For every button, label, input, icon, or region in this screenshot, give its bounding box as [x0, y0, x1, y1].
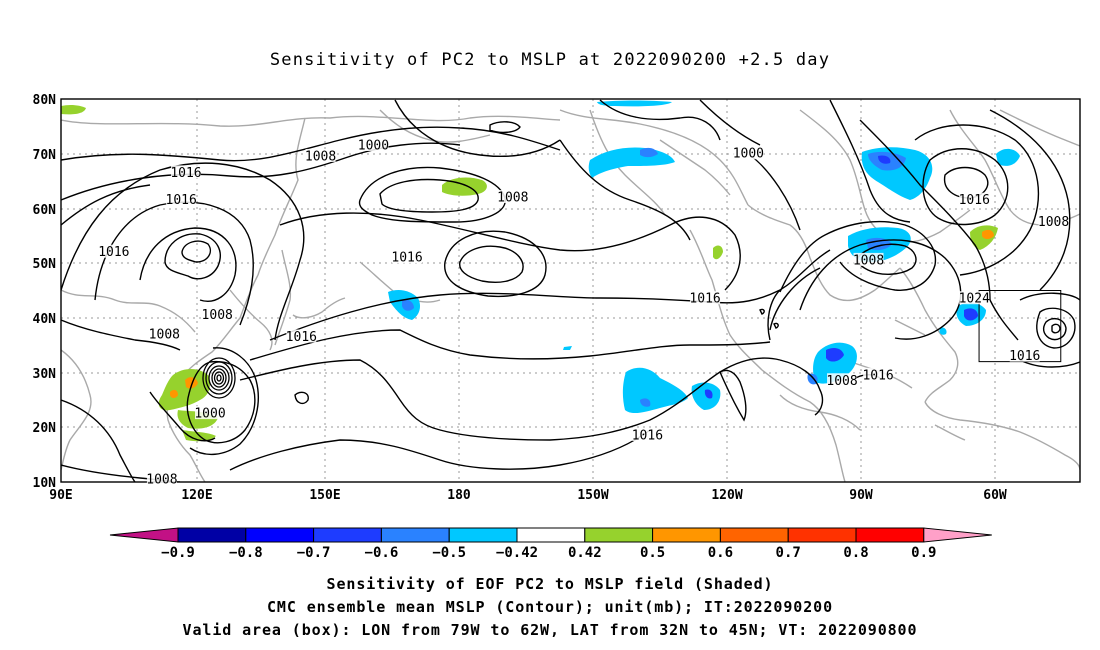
contour-label-bg [146, 471, 177, 485]
lon-label-150w: 150W [577, 488, 608, 503]
contour-label: 1016 [862, 368, 893, 383]
contour-label: 1008 [1038, 215, 1069, 230]
contour-label-bg [690, 291, 721, 305]
contour-label-bg [497, 189, 528, 203]
contour-label: 1008 [149, 327, 180, 342]
contour-label: 1016 [1009, 349, 1040, 364]
colorbar-swatch [719, 527, 789, 543]
contour-label-bg [827, 373, 858, 387]
colorbar-max-triangle [923, 527, 992, 543]
contour-label-bg [358, 138, 389, 152]
sensitivity-shading [61, 100, 1020, 442]
colorbar-tick-label: 0.6 [708, 545, 733, 561]
colorbar-tick-label: −0.5 [432, 545, 466, 561]
contour-label-bg [632, 427, 663, 441]
lat-label-40n: 40N [33, 312, 57, 327]
colorbar-swatch [516, 527, 586, 543]
mslp-contours [61, 99, 1080, 482]
colorbar-swatch [855, 527, 925, 543]
lon-label-180: 180 [447, 488, 471, 503]
contour-label: 1008 [305, 149, 336, 164]
contour-label-bg [166, 192, 197, 206]
lon-label-90e: 90E [49, 488, 72, 503]
colorbar-tick-label: −0.6 [365, 545, 399, 561]
contour-label-bg [286, 329, 317, 343]
map-title: Sensitivity of PC2 to MSLP at 2022090200… [269, 50, 831, 70]
contour-label: 1016 [166, 193, 197, 208]
contour-label-bg [853, 252, 884, 266]
contour-label: 1016 [391, 251, 422, 266]
colorbar [109, 527, 992, 543]
contour-label: 1016 [632, 428, 663, 443]
lon-label-60w: 60W [983, 488, 1007, 503]
lon-label-120e: 120E [181, 488, 212, 503]
colorbar-swatch [448, 527, 518, 543]
contour-label-bg [149, 326, 180, 340]
lon-label-120w: 120W [711, 488, 742, 503]
colorbar-swatch [652, 527, 721, 543]
contour-label-bg [170, 165, 201, 179]
contour-label: 1000 [733, 147, 764, 162]
contour-label-bg [863, 367, 894, 381]
contour-labels: 1000 1008 1016 1016 1016 1008 1008 1000 1008 1016… [98, 138, 1069, 487]
colorbar-tick-label: 0.42 [568, 545, 602, 561]
grid-lines [61, 99, 1080, 482]
contour-label: 1008 [853, 253, 884, 268]
lat-axis-labels: 80N 70N 60N 50N 40N 30N 20N 10N [33, 93, 57, 491]
contour-label-bg [392, 250, 423, 264]
colorbar-tick-label: −0.7 [297, 545, 331, 561]
colorbar-tick-labels: −0.9 −0.8 −0.7 −0.6 −0.5 −0.42 0.42 0.5 0.6 0.7 0.… [161, 545, 936, 561]
contour-label-bg [733, 146, 764, 160]
lat-label-10n: 10N [33, 476, 57, 491]
lon-label-150e: 150E [309, 488, 340, 503]
contour-label-bg [305, 148, 336, 162]
colorbar-tick-label: 0.5 [640, 545, 665, 561]
lon-axis-labels: 90E 120E 150E 180 150W 120W 90W 60W [49, 488, 1007, 503]
contour-label: 1008 [826, 374, 857, 389]
colorbar-swatch [787, 527, 857, 543]
contour-label: 1000 [194, 407, 225, 422]
lat-label-50n: 50N [33, 257, 57, 272]
contour-label: 1008 [202, 308, 233, 323]
caption-line-1: Sensitivity of EOF PC2 to MSLP field (Sh… [326, 575, 774, 593]
contour-label: 1008 [146, 472, 177, 487]
lat-label-80n: 80N [33, 93, 57, 108]
lat-label-30n: 30N [33, 367, 57, 382]
colorbar-swatch [380, 527, 450, 543]
contour-label: 1000 [358, 139, 389, 154]
contour-label-bg [959, 192, 990, 206]
colorbar-tick-label: 0.8 [843, 545, 868, 561]
colorbar-tick-label: 0.7 [776, 545, 801, 561]
contour-label: 1016 [170, 166, 201, 181]
contour-label-bg [959, 291, 990, 305]
contour-label: 1016 [689, 292, 720, 307]
contour-label: 1024 [959, 292, 990, 307]
colorbar-swatch [313, 527, 382, 543]
contour-label: 1008 [497, 190, 528, 205]
contour-label-bg [1009, 348, 1040, 362]
contour-label-bg [202, 307, 233, 321]
colorbar-tick-label: −0.42 [496, 545, 538, 561]
contour-label: 1016 [98, 245, 129, 260]
colorbar-tick-label: 0.9 [911, 545, 936, 561]
contour-label: 1016 [286, 330, 317, 345]
caption-line-2: CMC ensemble mean MSLP (Contour); unit(m… [266, 598, 834, 616]
colorbar-swatch [584, 527, 654, 543]
contour-label-bg [1038, 214, 1069, 228]
contour-label: 1016 [959, 193, 990, 208]
contour-label-bg [98, 244, 129, 258]
colorbar-swatch [245, 527, 315, 543]
colorbar-tick-label: −0.8 [229, 545, 263, 561]
lon-label-90w: 90W [849, 488, 873, 503]
colorbar-swatch [177, 527, 247, 543]
caption-line-3: Valid area (box): LON from 79W to 62W, L… [182, 621, 918, 639]
lat-label-70n: 70N [33, 148, 57, 163]
map-frame [60, 98, 1081, 483]
lat-label-20n: 20N [33, 421, 57, 436]
contour-label-bg [195, 406, 226, 420]
lat-label-60n: 60N [33, 203, 57, 218]
colorbar-tick-label: −0.9 [161, 545, 195, 561]
colorbar-min-triangle [109, 527, 179, 543]
